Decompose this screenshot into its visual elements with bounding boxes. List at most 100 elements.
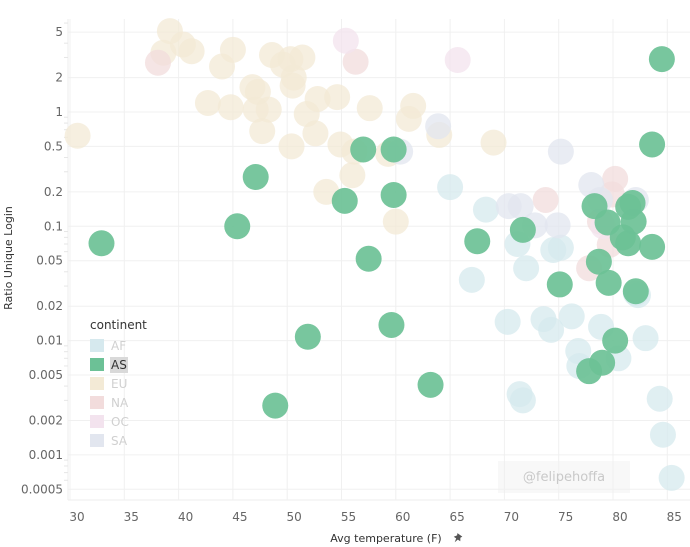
legend-item-af[interactable]: AF [90, 336, 147, 355]
data-point-as[interactable] [224, 213, 251, 240]
data-point-as[interactable] [417, 371, 444, 398]
data-point-as[interactable] [648, 46, 675, 73]
data-point-as[interactable] [639, 233, 666, 260]
x-tick-label: 60 [395, 510, 410, 524]
data-point-na[interactable] [144, 49, 171, 76]
legend-swatch [90, 339, 104, 352]
data-point-sa[interactable] [547, 138, 574, 165]
data-point-as[interactable] [585, 248, 612, 275]
y-tick-label: 0.1 [44, 219, 63, 233]
data-point-eu[interactable] [255, 96, 282, 123]
data-point-af[interactable] [513, 255, 540, 282]
data-point-as[interactable] [464, 228, 491, 255]
data-point-eu[interactable] [356, 95, 383, 122]
x-tick-label: 85 [667, 510, 682, 524]
data-point-as[interactable] [639, 131, 666, 158]
legend-swatch [90, 358, 104, 371]
data-point-as[interactable] [609, 224, 636, 251]
data-point-eu[interactable] [304, 85, 331, 112]
data-point-eu[interactable] [64, 122, 91, 149]
data-point-as[interactable] [595, 269, 622, 296]
data-point-sa[interactable] [425, 113, 452, 140]
legend-label: NA [111, 395, 129, 410]
data-point-eu[interactable] [289, 44, 316, 71]
data-point-as[interactable] [242, 163, 269, 190]
data-point-eu[interactable] [339, 162, 366, 189]
data-point-eu[interactable] [279, 72, 306, 99]
data-point-af[interactable] [494, 308, 521, 335]
x-tick-label: 30 [69, 510, 84, 524]
watermark: @felipehoffa [498, 461, 630, 493]
data-point-eu[interactable] [249, 118, 276, 145]
y-axis-title: Ratio Unique Login [2, 206, 15, 310]
data-point-as[interactable] [619, 189, 646, 216]
data-point-eu[interactable] [400, 92, 427, 119]
data-point-as[interactable] [602, 327, 629, 354]
data-point-sa[interactable] [544, 212, 571, 239]
data-point-as[interactable] [546, 271, 573, 298]
data-point-af[interactable] [565, 338, 592, 365]
data-point-eu[interactable] [302, 120, 329, 147]
pushpin-icon[interactable] [451, 533, 463, 545]
legend-swatch [90, 377, 104, 390]
data-point-af[interactable] [649, 421, 676, 448]
y-tick-label: 2 [55, 71, 63, 85]
legend-item-eu[interactable]: EU [90, 374, 147, 393]
legend-item-as[interactable]: AS [90, 355, 147, 374]
x-tick-label: 55 [341, 510, 356, 524]
data-point-af[interactable] [632, 325, 659, 352]
data-point-as[interactable] [262, 392, 289, 419]
data-point-af[interactable] [509, 387, 536, 414]
x-tick-label: 50 [287, 510, 302, 524]
data-point-oc[interactable] [444, 47, 471, 74]
x-tick-label: 75 [558, 510, 573, 524]
data-point-as[interactable] [88, 230, 115, 257]
data-point-as[interactable] [380, 136, 407, 163]
y-tick-label: 0.0005 [21, 482, 63, 496]
x-axis-ticks: 30 35 40 45 50 55 60 65 70 75 80 85 [69, 510, 682, 524]
legend-swatch [90, 415, 104, 428]
legend-item-oc[interactable]: OC [90, 412, 147, 431]
legend: continent AF AS EU NA OC SA [90, 318, 147, 450]
data-point-as[interactable] [622, 278, 649, 305]
legend-title: continent [90, 318, 147, 332]
data-point-as[interactable] [589, 349, 616, 376]
data-point-af[interactable] [547, 234, 574, 261]
data-point-eu[interactable] [324, 84, 351, 111]
y-tick-label: 0.001 [29, 448, 63, 462]
data-point-as[interactable] [355, 245, 382, 272]
data-point-eu[interactable] [382, 208, 409, 235]
data-point-eu[interactable] [480, 129, 507, 156]
data-point-as[interactable] [380, 181, 407, 208]
data-point-af[interactable] [658, 464, 685, 491]
legend-label: AS [110, 356, 128, 373]
legend-label: OC [111, 414, 129, 429]
data-point-na[interactable] [532, 186, 559, 213]
y-tick-label: 0.002 [29, 413, 63, 427]
data-point-eu[interactable] [217, 94, 244, 121]
data-point-af[interactable] [458, 266, 485, 293]
data-point-eu[interactable] [219, 36, 246, 63]
data-point-as[interactable] [350, 136, 377, 163]
y-tick-label: 0.05 [36, 254, 63, 268]
data-point-af[interactable] [558, 303, 585, 330]
x-tick-label: 65 [449, 510, 464, 524]
data-point-eu[interactable] [178, 38, 205, 65]
legend-item-na[interactable]: NA [90, 393, 147, 412]
data-point-eu[interactable] [278, 133, 305, 160]
data-point-oc[interactable] [332, 27, 359, 54]
legend-label: EU [111, 376, 128, 391]
data-point-as[interactable] [509, 216, 536, 243]
data-point-eu[interactable] [194, 89, 221, 116]
data-point-af[interactable] [646, 385, 673, 412]
data-point-as[interactable] [378, 311, 405, 338]
data-point-af[interactable] [437, 174, 464, 201]
data-point-as[interactable] [294, 323, 321, 350]
legend-item-sa[interactable]: SA [90, 431, 147, 450]
data-point-as[interactable] [331, 187, 358, 214]
data-point-af[interactable] [472, 196, 499, 223]
data-point-na[interactable] [342, 48, 369, 75]
data-point-sa[interactable] [507, 193, 534, 220]
data-point-af[interactable] [538, 316, 565, 343]
